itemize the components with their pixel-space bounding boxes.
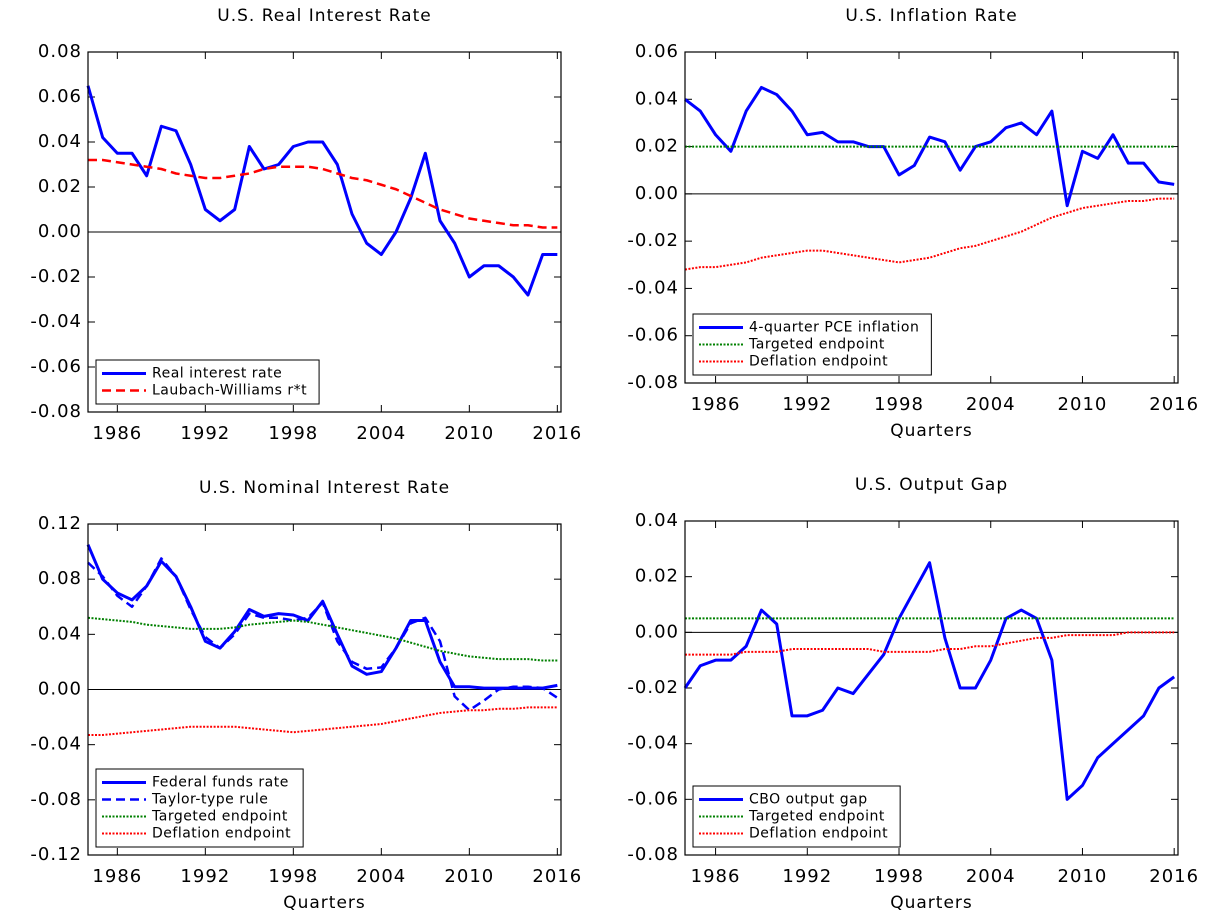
y-tick-label: -0.08 (30, 401, 82, 422)
y-tick-label: 0.02 (38, 176, 82, 197)
x-tick-label: 1992 (180, 423, 230, 444)
y-tick-label: 0.00 (635, 183, 679, 204)
plot-frame (87, 51, 562, 413)
y-tick-label: 0.02 (635, 136, 679, 157)
y-tick-label: 0.00 (635, 621, 679, 642)
y-tick-label: 0.04 (635, 510, 679, 531)
chart-title: U.S. Inflation Rate (845, 6, 1017, 26)
x-tick-label: 2010 (1058, 394, 1108, 415)
x-tick-label: 1986 (92, 866, 142, 887)
y-tick-label: 0.00 (38, 221, 82, 242)
panel: U.S. Inflation Rate Quarters -0.08 -0.06 -0.… (627, 6, 1199, 441)
y-tick-label: -0.08 (627, 844, 679, 865)
x-axis-label: Quarters (283, 893, 366, 913)
series-line (87, 557, 559, 712)
legend-label: Targeted endpoint (151, 809, 288, 825)
x-tick-label: 2016 (532, 423, 582, 444)
legend-box (95, 359, 320, 405)
series-line (683, 561, 1176, 801)
plot-frame (87, 523, 562, 856)
y-tick-label: -0.02 (627, 230, 679, 251)
y-tick-label: -0.04 (627, 733, 679, 754)
y-tick-label: 0.08 (38, 568, 82, 589)
x-tick-label: 2016 (1149, 866, 1199, 887)
legend-label: 4-quarter PCE inflation (749, 320, 919, 336)
series-line (685, 631, 1175, 656)
legend-label: Deflation endpoint (749, 826, 888, 842)
y-tick-label: 0.12 (38, 513, 82, 534)
series-line (86, 544, 558, 690)
legend-label: Targeted endpoint (748, 337, 885, 353)
legend-label: Deflation endpoint (749, 354, 888, 370)
panel: U.S. Output Gap Quarters -0.08 -0.06 -0.04 -0… (627, 475, 1199, 913)
x-tick-label: 1998 (874, 394, 924, 415)
chart-title: U.S. Real Interest Rate (217, 6, 431, 26)
x-axis-label: Quarters (890, 893, 973, 913)
series-line (684, 197, 1175, 271)
legend-label: Real interest rate (152, 366, 282, 382)
y-tick-label: -0.04 (627, 277, 679, 298)
x-axis-label: Quarters (890, 421, 973, 441)
x-tick-label: 1998 (268, 866, 318, 887)
legend-label: CBO output gap (749, 792, 868, 808)
x-tick-label: 2016 (532, 866, 582, 887)
y-tick-label: -0.08 (30, 789, 82, 810)
x-tick-label: 2010 (444, 866, 494, 887)
y-tick-label: 0.04 (38, 131, 82, 152)
chart-title: U.S. Nominal Interest Rate (199, 478, 450, 498)
x-tick-label: 1992 (782, 394, 832, 415)
x-tick-label: 2016 (1149, 394, 1199, 415)
y-tick-label: -0.04 (30, 734, 82, 755)
y-tick-label: 0.06 (38, 86, 82, 107)
chart-title: U.S. Output Gap (855, 475, 1008, 495)
plot-frame (684, 51, 1179, 384)
series-line (88, 158, 558, 229)
y-tick-label: 0.04 (635, 88, 679, 109)
y-tick-label: -0.08 (627, 372, 679, 393)
panel: U.S. Nominal Interest Rate Quarters -0.12 -… (30, 478, 582, 913)
legend-label: Targeted endpoint (748, 809, 885, 825)
legend-label: Deflation endpoint (152, 826, 291, 842)
y-tick-label: 0.06 (635, 41, 679, 62)
x-tick-label: 1986 (691, 866, 741, 887)
x-tick-label: 2004 (356, 423, 406, 444)
y-tick-label: -0.12 (30, 844, 82, 865)
x-tick-label: 1992 (782, 866, 832, 887)
y-tick-label: -0.04 (30, 311, 82, 332)
legend-box (692, 313, 932, 376)
x-tick-label: 2004 (966, 866, 1016, 887)
x-tick-label: 1998 (874, 866, 924, 887)
y-tick-label: -0.06 (30, 356, 82, 377)
x-tick-label: 1986 (92, 423, 142, 444)
legend-label: Taylor-type rule (151, 792, 268, 808)
legend-label: Federal funds rate (152, 775, 289, 791)
x-tick-label: 1998 (268, 423, 318, 444)
plot-frame (684, 520, 1179, 856)
y-tick-label: 0.08 (38, 41, 82, 62)
series-line (684, 85, 1175, 208)
x-tick-label: 2010 (1058, 866, 1108, 887)
x-tick-label: 2010 (444, 423, 494, 444)
x-tick-label: 1986 (691, 394, 741, 415)
y-tick-label: 0.02 (635, 566, 679, 587)
legend-label: Laubach-Williams r*t (152, 383, 307, 399)
y-tick-label: -0.06 (627, 788, 679, 809)
y-tick-label: 0.04 (38, 623, 82, 644)
series-line (88, 706, 558, 737)
panel: U.S. Real Interest Rate -0.08 -0.06 -0.04 -0… (30, 6, 582, 444)
y-tick-label: -0.02 (627, 677, 679, 698)
series-line (86, 85, 558, 297)
series-line (87, 616, 558, 662)
y-tick-label: -0.06 (627, 325, 679, 346)
x-tick-label: 2004 (356, 866, 406, 887)
x-tick-label: 2004 (966, 394, 1016, 415)
y-tick-label: 0.00 (38, 679, 82, 700)
x-tick-label: 1992 (180, 866, 230, 887)
y-tick-label: -0.02 (30, 266, 82, 287)
